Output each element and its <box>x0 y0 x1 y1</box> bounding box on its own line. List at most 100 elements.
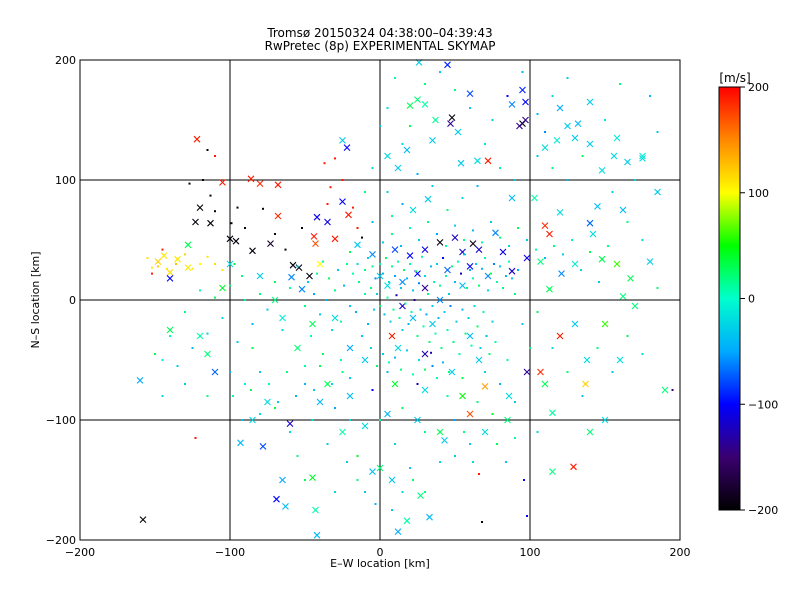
data-point-dot <box>376 365 378 367</box>
data-point-dot <box>251 323 254 325</box>
data-point-cross <box>312 506 319 514</box>
data-point-cross <box>571 134 579 142</box>
data-point-dot <box>274 233 276 235</box>
data-point-cross <box>549 409 556 417</box>
data-point-cross <box>523 254 531 262</box>
data-point-dot <box>289 431 291 433</box>
data-point-dot <box>154 353 156 355</box>
data-point-cross <box>601 416 609 424</box>
data-point-cross <box>429 137 436 144</box>
data-point-cross <box>571 260 579 268</box>
data-point-dot <box>401 203 404 205</box>
data-point-dot <box>422 325 425 328</box>
data-point-dot <box>412 289 414 292</box>
data-point-cross <box>469 240 477 247</box>
data-point-cross <box>481 383 489 390</box>
data-point-cross <box>154 258 162 265</box>
data-point-dot <box>349 251 351 253</box>
data-point-cross <box>384 152 391 160</box>
data-point-dot <box>506 95 509 97</box>
data-point-cross <box>394 344 402 352</box>
data-point-dot <box>413 299 416 301</box>
data-point-dot <box>598 281 600 283</box>
data-point-dot <box>461 377 464 379</box>
data-point-cross <box>436 296 444 304</box>
data-point-dot <box>418 359 420 361</box>
data-point-cross <box>594 203 601 210</box>
data-point-cross <box>136 377 144 384</box>
data-point-dot <box>334 157 336 160</box>
data-point-dot <box>472 277 474 280</box>
data-point-dot <box>469 269 471 271</box>
data-point-dot <box>416 173 419 175</box>
data-point-cross <box>619 293 627 300</box>
data-point-dot <box>448 293 450 295</box>
data-point-dot <box>452 341 455 343</box>
data-point-dot <box>266 308 269 311</box>
data-point-dot <box>194 437 197 439</box>
data-point-dot <box>641 353 644 355</box>
data-point-dot <box>514 437 516 439</box>
data-point-dot <box>313 389 315 391</box>
data-point-dot <box>356 455 359 457</box>
data-point-cross <box>409 314 417 322</box>
data-point-dot <box>457 260 459 263</box>
data-point-dot <box>496 281 498 283</box>
data-point-dot <box>199 263 201 265</box>
data-point-dot <box>551 95 554 97</box>
data-point-dot <box>409 125 411 127</box>
data-point-dot <box>514 293 516 295</box>
data-point-cross <box>399 278 406 286</box>
data-point-dot <box>284 248 287 251</box>
data-point-dot <box>206 332 209 335</box>
data-point-dot <box>386 191 389 193</box>
data-point-dot <box>467 317 470 319</box>
data-point-cross <box>306 272 313 280</box>
data-point-dot <box>397 260 399 263</box>
data-point-cross <box>582 380 589 388</box>
data-point-cross <box>394 164 402 172</box>
data-point-dot <box>485 335 488 337</box>
data-point-dot <box>385 257 387 259</box>
data-point-dot <box>436 263 438 265</box>
data-point-dot <box>322 260 324 263</box>
data-point-dot <box>244 299 246 301</box>
data-point-dot <box>304 365 306 367</box>
data-point-dot <box>472 461 474 463</box>
data-point-dot <box>401 143 404 145</box>
data-point-cross <box>339 428 346 436</box>
data-point-dot <box>401 491 404 493</box>
data-point-dot <box>431 305 434 307</box>
data-point-cross <box>343 144 351 151</box>
data-point-dot <box>406 349 408 352</box>
data-point-cross <box>184 264 192 271</box>
data-point-dot <box>236 341 239 343</box>
data-point-cross <box>310 233 318 240</box>
data-point-dot <box>221 317 224 319</box>
data-point-cross <box>481 428 489 436</box>
data-point-dot <box>526 515 528 517</box>
data-point-dot <box>470 344 473 347</box>
data-point-dot <box>502 287 504 289</box>
data-point-dot <box>496 443 498 445</box>
data-point-cross <box>639 155 646 162</box>
data-point-cross <box>339 198 346 205</box>
data-point-dot <box>352 206 354 209</box>
data-point-cross <box>388 332 396 340</box>
data-point-dot <box>251 347 254 349</box>
data-point-dot <box>326 203 329 205</box>
data-point-dot <box>424 368 426 371</box>
data-point-dot <box>274 407 276 409</box>
data-point-cross <box>583 356 591 364</box>
data-point-dot <box>433 281 435 283</box>
data-point-dot <box>343 284 345 287</box>
data-point-dot <box>244 227 246 229</box>
data-point-cross <box>558 270 565 277</box>
data-point-dot <box>373 308 375 311</box>
data-point-cross <box>384 410 391 418</box>
data-point-cross <box>508 267 516 275</box>
data-point-dot <box>349 305 351 307</box>
data-point-dot <box>374 277 377 280</box>
data-point-dot <box>400 245 402 247</box>
data-point-cross <box>166 326 174 334</box>
